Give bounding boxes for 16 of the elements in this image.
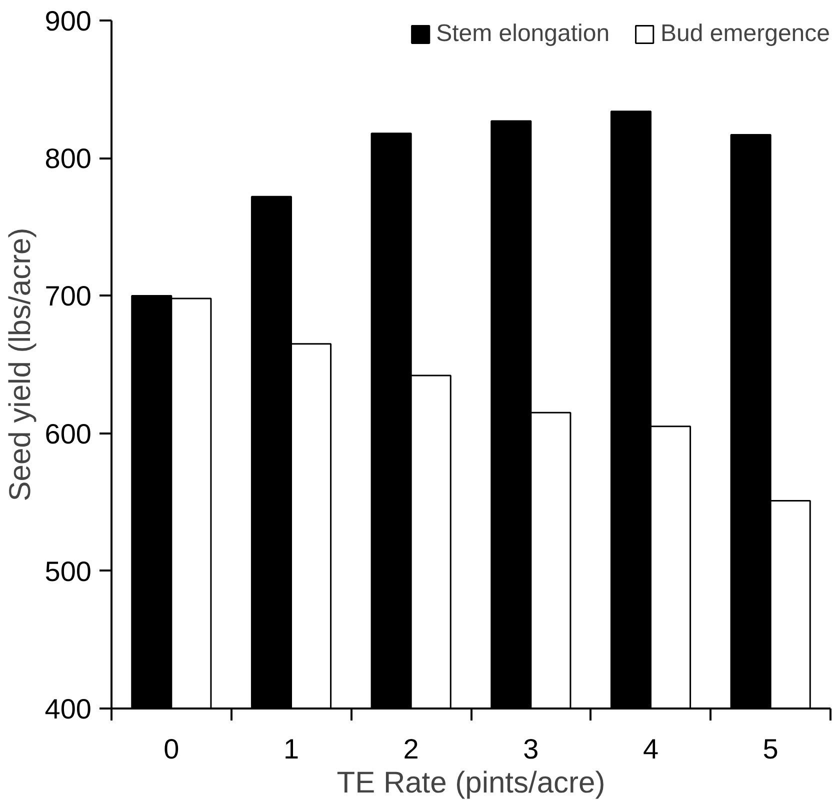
y-tick-label: 500 <box>44 556 92 587</box>
y-tick-label: 600 <box>44 418 92 450</box>
x-axis-title: TE Rate (pints/acre) <box>336 766 606 800</box>
y-tick-label: 400 <box>44 694 92 724</box>
y-tick-label: 700 <box>44 280 92 312</box>
legend-label: Bud emergence <box>660 20 830 48</box>
y-tick-label: 900 <box>44 6 92 36</box>
y-axis-title: Seed yield (lbs/acre) <box>4 228 37 502</box>
x-tick-label: 1 <box>283 734 300 764</box>
x-tick-label: 2 <box>403 734 419 764</box>
x-tick-label: 4 <box>642 734 659 764</box>
x-tick-label: 5 <box>762 734 778 764</box>
y-tick-label: 800 <box>44 143 92 174</box>
x-tick-label: 3 <box>523 734 539 764</box>
legend-label: Stem elongation <box>436 20 610 48</box>
x-tick-label: 0 <box>164 734 180 764</box>
